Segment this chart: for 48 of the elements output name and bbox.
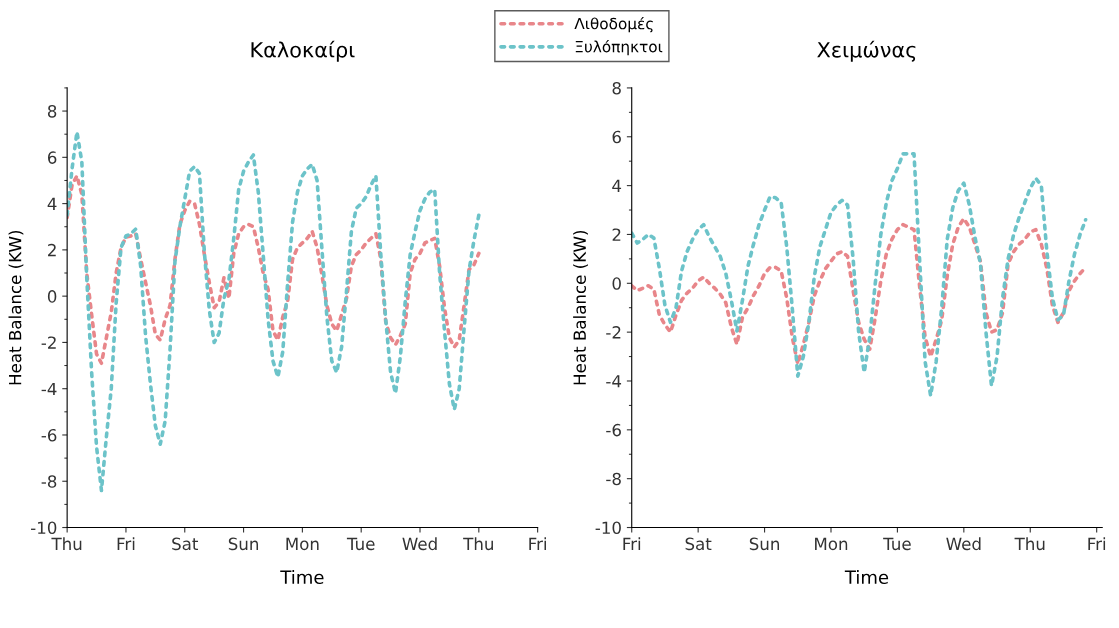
y-tick-label: -8 [606,472,621,486]
x-tick-label: Fri [623,537,641,550]
x-tick-label: Mon [815,537,848,551]
y-tick-label: 2 [612,228,621,241]
line-series [67,130,481,493]
y-tick-label: 4 [612,179,622,192]
y-tick-label: -10 [595,521,621,535]
y-tick-label: -6 [606,423,621,437]
y-tick-label: 0 [47,290,57,303]
legend-label: Ξυλόπηκτοι [575,39,663,56]
y-tick-label: 8 [47,105,57,118]
x-tick-label: Sun [749,537,780,551]
x-tick-label: Thu [463,537,493,551]
x-tick-label: Thu [51,537,82,551]
y-tick-label: -10 [31,521,57,535]
x-tick-label: Sat [172,537,199,551]
x-tick-label: Mon [286,537,319,551]
x-tick-label: Fri [529,537,546,550]
x-tick-label: Sun [228,537,259,551]
y-tick-label: -8 [41,475,57,488]
y-tick-label: -2 [606,326,621,339]
x-axis-title: Time [280,570,324,585]
y-tick-label: -4 [606,375,622,388]
y-tick-label: 2 [48,243,56,257]
x-tick-label: Fri [1088,537,1106,550]
chart-title: Καλοκαίρι [251,40,355,62]
legend-label: Λιθοδομές [574,16,653,33]
y-tick-label: 6 [612,130,621,144]
y-tick-label: 0 [612,277,621,290]
x-tick-label: Wed [402,537,437,551]
y-tick-label: -6 [41,428,57,442]
y-tick-label: 8 [612,81,621,95]
line-series [631,152,1088,398]
y-axis-title: Heat Balance (KW) [573,230,588,385]
y-tick-label: -4 [41,382,57,396]
x-tick-label: Tue [883,537,911,551]
x-tick-label: Sat [685,537,712,551]
chart-title: Χειμώνας [817,40,916,62]
x-axis-title: Time [844,570,889,585]
x-tick-label: Fri [117,537,135,550]
x-tick-label: Tue [346,537,375,551]
y-tick-label: 6 [47,151,57,164]
x-tick-label: Wed [946,537,981,551]
y-tick-label: -2 [41,336,56,349]
x-tick-label: Thu [1014,537,1045,551]
line-series [67,174,481,366]
y-tick-label: 4 [47,197,57,210]
y-axis-title: Heat Balance (KW) [8,230,24,385]
